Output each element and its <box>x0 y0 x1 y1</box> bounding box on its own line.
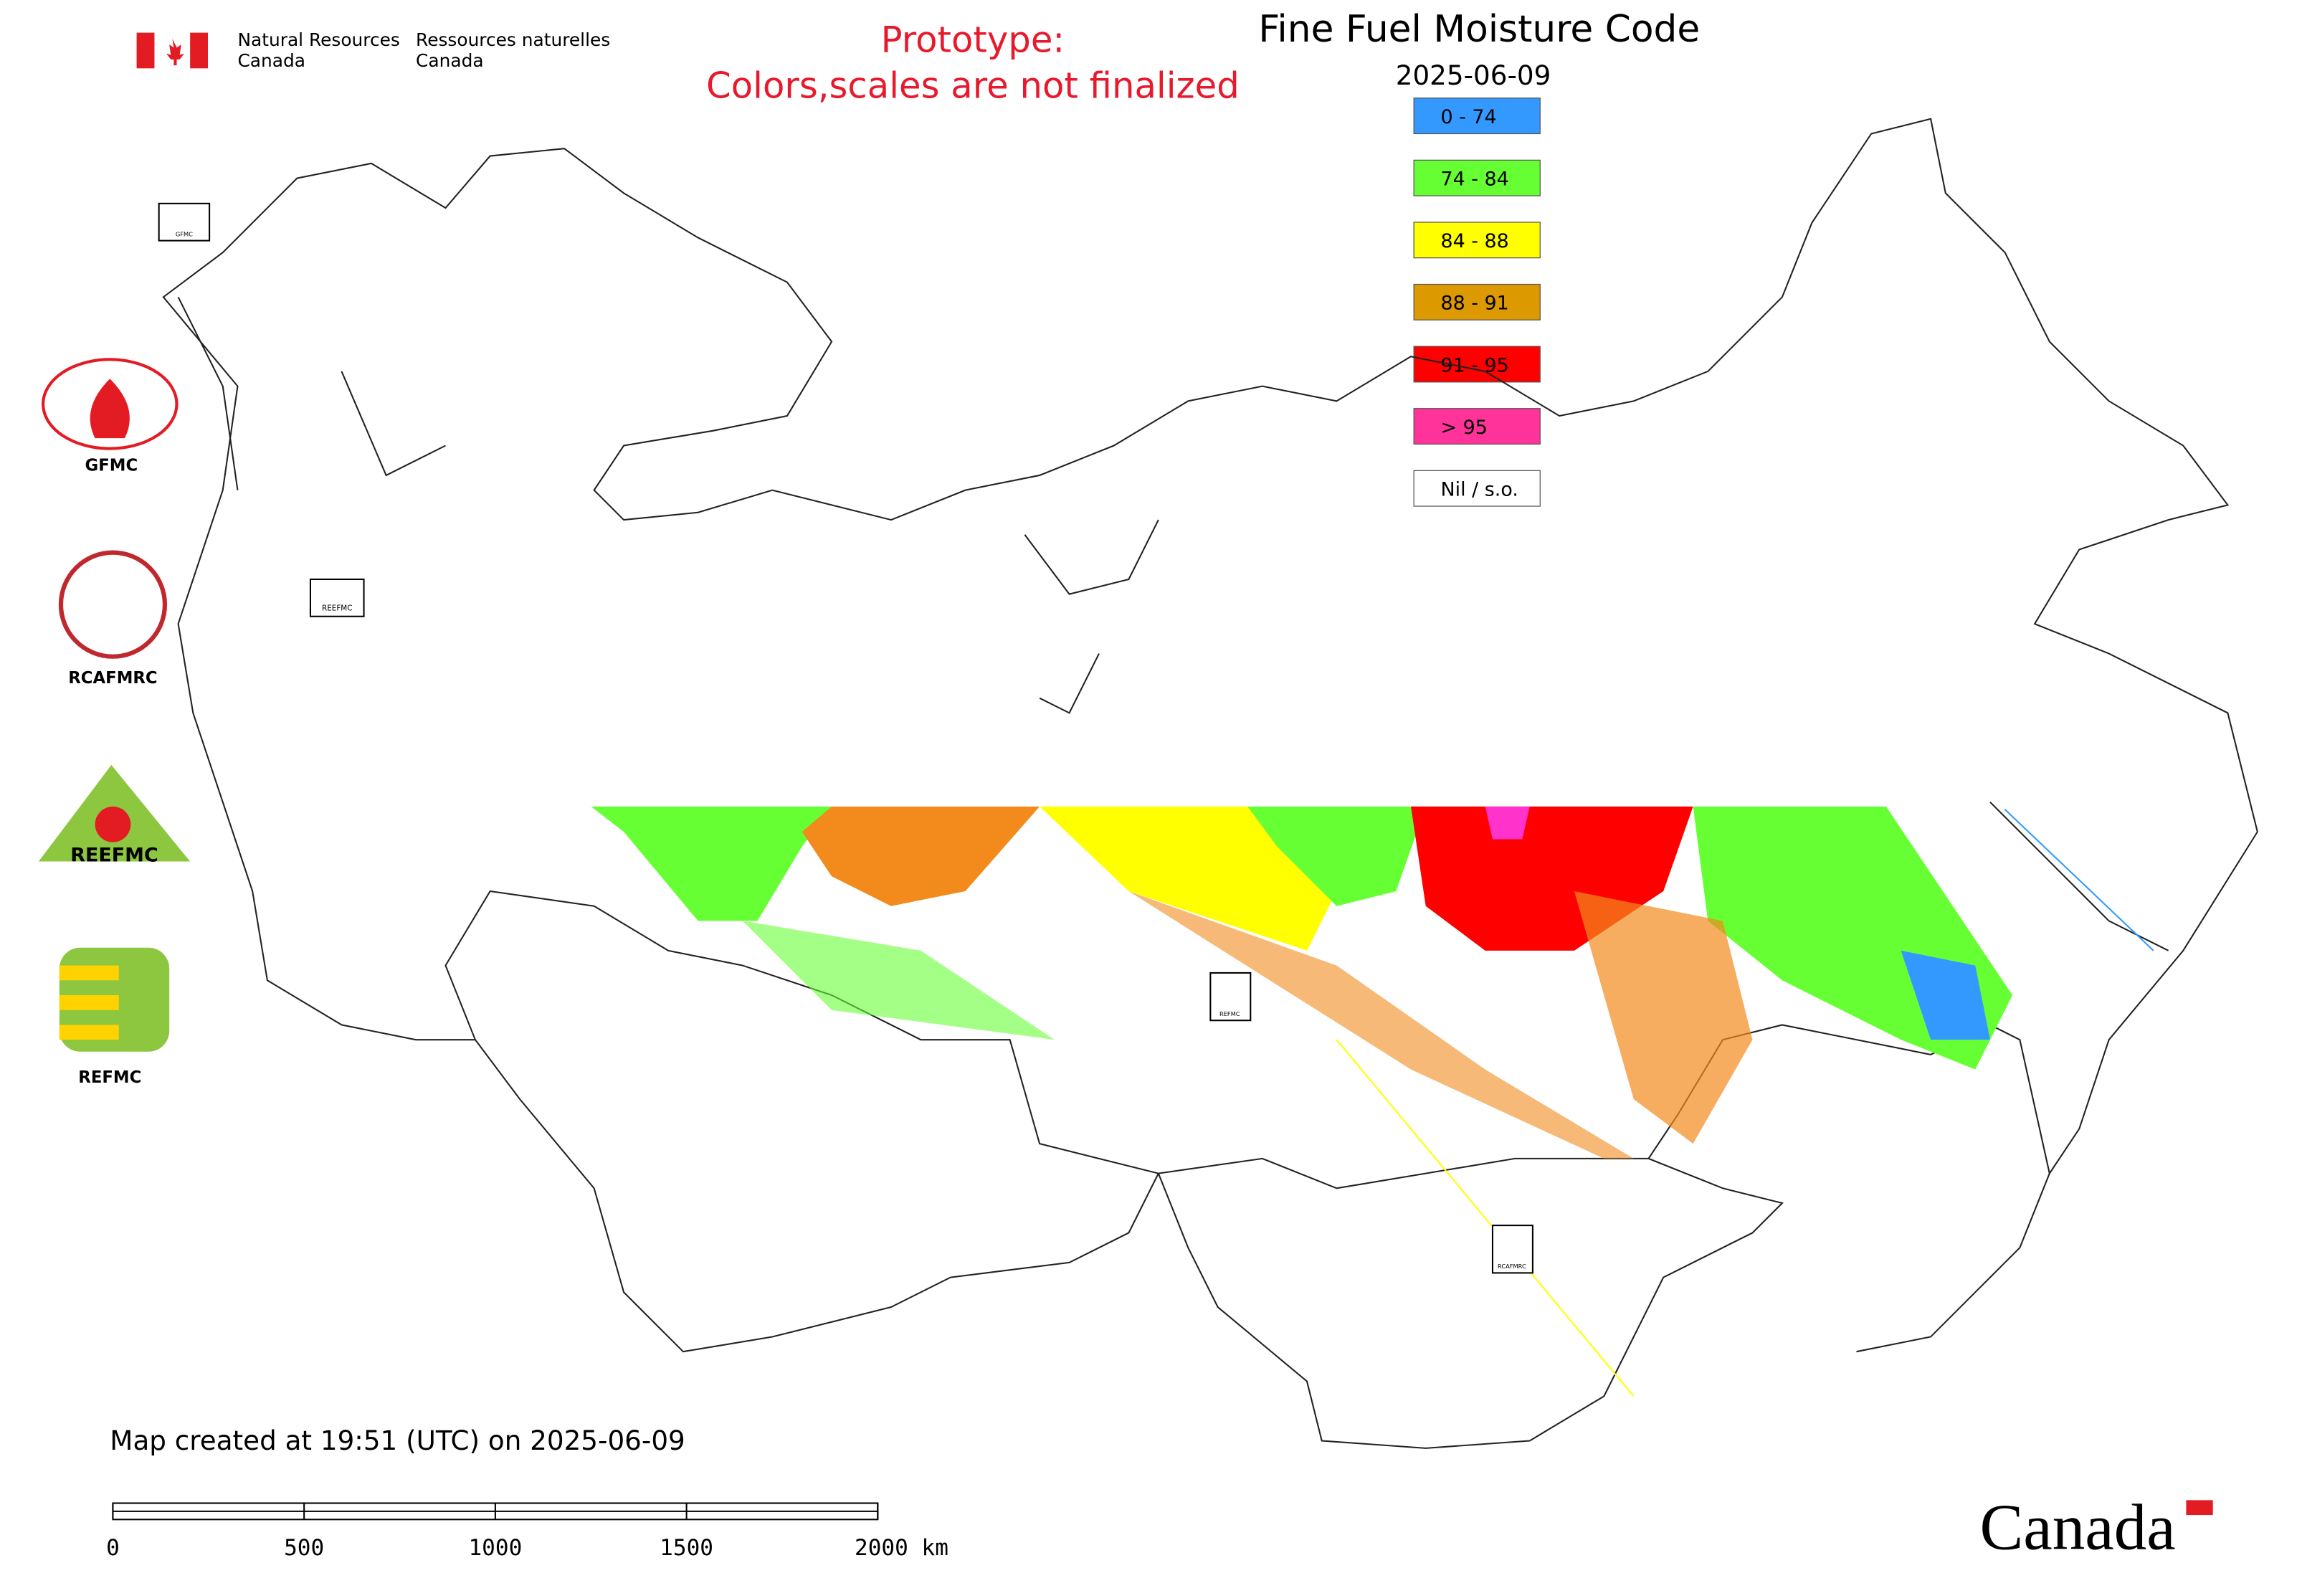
canada-wordmark: Canada <box>1979 1491 2175 1564</box>
legend-label: 84 - 88 <box>1440 230 1508 252</box>
legend: 0 - 74 74 - 84 84 - 88 88 - 91 91 - 95 > 95 Ni… <box>1413 98 1541 507</box>
legend-swatch <box>1413 283 1541 320</box>
legend-label: 0 - 74 <box>1440 106 1496 128</box>
legend-swatch <box>1413 346 1541 383</box>
legend-swatch <box>1413 470 1541 507</box>
legend-label: 74 - 84 <box>1440 168 1508 191</box>
map-date: 2025-06-09 <box>1396 60 1551 91</box>
map-title: Fine Fuel Moisture Code <box>1258 8 1700 51</box>
marker-label: REFMC <box>1219 1010 1240 1017</box>
dept-en-1: Natural Resources <box>237 29 399 50</box>
scale-label: 0 <box>106 1535 120 1561</box>
dept-fr-1: Ressources naturelles <box>416 29 610 50</box>
legend-swatch <box>1413 222 1541 259</box>
logo-label: GFMC <box>85 457 138 475</box>
dept-en-2: Canada <box>237 50 305 71</box>
logo-label: REFMC <box>78 1068 141 1087</box>
scale-label: 2000 km <box>855 1535 948 1561</box>
legend-label: Nil / s.o. <box>1440 479 1518 501</box>
marker-label: GFMC <box>176 230 193 237</box>
goc-signature: Natural Resources Canada Ressources natu… <box>136 29 610 71</box>
logo-label: RCAFMRC <box>68 669 157 688</box>
notice-2: Colors,scales are not finalized <box>706 65 1240 107</box>
created-note: Map created at 19:51 (UTC) on 2025-06-09 <box>110 1425 685 1456</box>
partner-logos: GFMC RCAFMRC REEFMC REFMC <box>38 358 191 1087</box>
legend-swatch <box>1413 98 1541 135</box>
dept-fr-2: Canada <box>416 50 484 71</box>
scale-bar: 0 500 1000 1500 2000 km <box>106 1502 948 1561</box>
marker-label: REEFMC <box>322 604 352 612</box>
legend-swatch <box>1413 159 1541 196</box>
base-map <box>162 118 2258 1449</box>
notice-1: Prototype: <box>881 19 1065 61</box>
scale-label: 1500 <box>660 1535 713 1561</box>
legend-label: 91 - 95 <box>1440 354 1508 376</box>
legend-label: 88 - 91 <box>1440 293 1508 315</box>
scale-label: 1000 <box>468 1535 522 1561</box>
legend-swatch <box>1413 408 1541 445</box>
logo-label: REEFMC <box>70 845 158 867</box>
marker-label: RCAFMRC <box>1498 1263 1526 1270</box>
map-markers: GFMC REEFMC REFMC RCAFMRC <box>158 202 1533 1274</box>
wordmark-flag <box>2186 1500 2213 1516</box>
legend-label: > 95 <box>1440 417 1487 439</box>
scale-label: 500 <box>284 1535 324 1561</box>
ffmc-coverage <box>591 806 2154 1397</box>
